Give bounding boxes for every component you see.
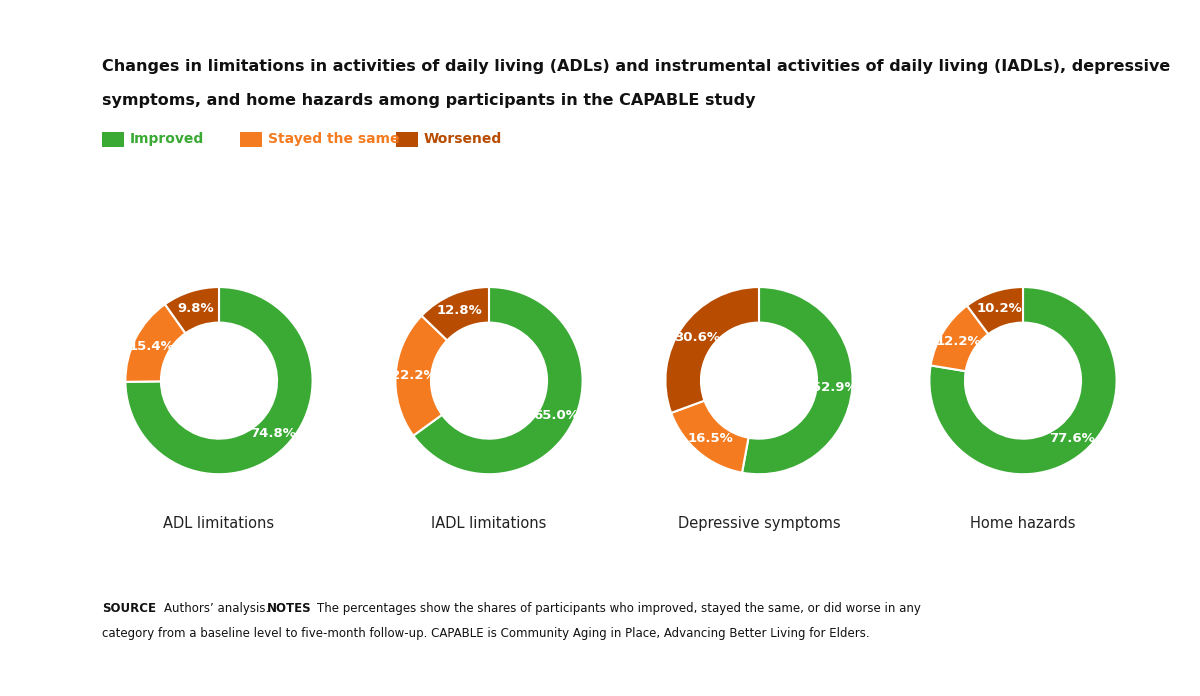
Text: symptoms, and home hazards among participants in the CAPABLE study: symptoms, and home hazards among partici… xyxy=(102,93,756,108)
Wedge shape xyxy=(666,287,760,413)
Wedge shape xyxy=(930,287,1116,474)
Wedge shape xyxy=(126,304,186,382)
Text: 15.4%: 15.4% xyxy=(128,340,174,353)
Text: Worsened: Worsened xyxy=(424,132,502,146)
Wedge shape xyxy=(396,316,448,436)
Text: 12.8%: 12.8% xyxy=(437,304,482,317)
Text: SOURCE: SOURCE xyxy=(102,602,156,615)
Text: The percentages show the shares of participants who improved, stayed the same, o: The percentages show the shares of parti… xyxy=(317,602,920,615)
Wedge shape xyxy=(967,287,1024,334)
Text: Stayed the same: Stayed the same xyxy=(268,132,400,146)
Wedge shape xyxy=(413,287,582,474)
Text: category from a baseline level to five-month follow-up. CAPABLE is Community Agi: category from a baseline level to five-m… xyxy=(102,627,870,640)
Text: 52.9%: 52.9% xyxy=(811,381,857,394)
Wedge shape xyxy=(421,287,490,340)
Text: Changes in limitations in activities of daily living (ADLs) and instrumental act: Changes in limitations in activities of … xyxy=(102,59,1170,74)
Text: NOTES: NOTES xyxy=(266,602,311,615)
Text: Home hazards: Home hazards xyxy=(971,516,1075,531)
Wedge shape xyxy=(742,287,852,474)
Text: Depressive symptoms: Depressive symptoms xyxy=(678,516,840,531)
Text: 16.5%: 16.5% xyxy=(688,432,733,445)
Wedge shape xyxy=(931,306,989,371)
Text: 77.6%: 77.6% xyxy=(1049,432,1094,445)
Text: Improved: Improved xyxy=(130,132,204,146)
Text: IADL limitations: IADL limitations xyxy=(431,516,547,531)
Text: 30.6%: 30.6% xyxy=(674,331,720,344)
Text: 74.8%: 74.8% xyxy=(250,427,296,441)
Text: 10.2%: 10.2% xyxy=(977,302,1022,315)
Text: 22.2%: 22.2% xyxy=(390,369,436,382)
Wedge shape xyxy=(671,401,749,473)
Wedge shape xyxy=(164,287,218,333)
Wedge shape xyxy=(126,287,312,474)
Text: 9.8%: 9.8% xyxy=(178,302,215,315)
Text: 65.0%: 65.0% xyxy=(534,409,580,422)
Text: ADL limitations: ADL limitations xyxy=(163,516,275,531)
Text: 12.2%: 12.2% xyxy=(936,335,982,348)
Text: Authors’ analysis.: Authors’ analysis. xyxy=(164,602,274,615)
